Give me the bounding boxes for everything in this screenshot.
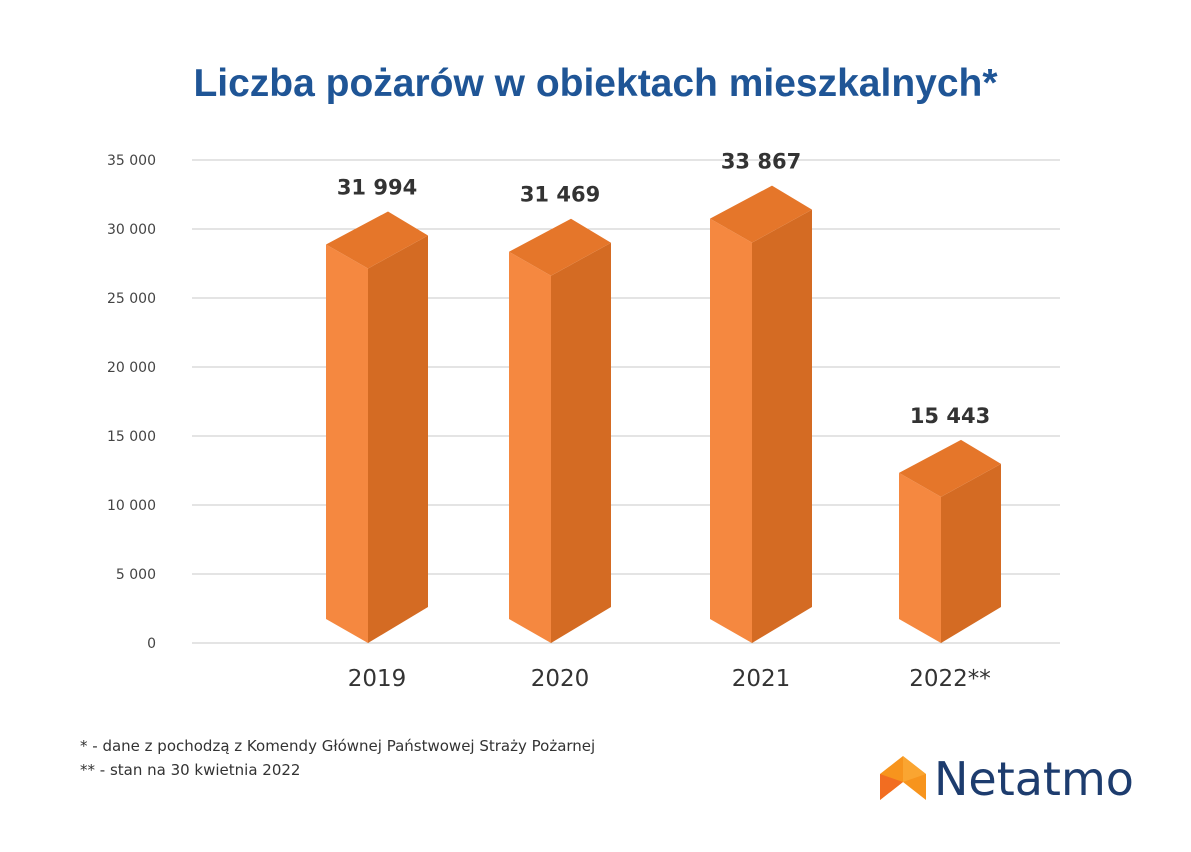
bar-front-2021 [710,218,752,643]
netatmo-logo: Netatmo [880,752,1134,806]
y-tick-label: 20 000 [107,360,156,376]
bar-front-2019 [326,244,368,644]
x-tick-label: 2022** [909,666,991,692]
data-label: 31 994 [337,175,417,199]
data-label: 15 443 [910,404,990,428]
bar-top-2021 [710,185,812,243]
bar-side-2019 [368,235,428,644]
logo-text: Netatmo [934,752,1134,806]
x-tick-label: 2021 [732,666,791,692]
bar-top-2022** [899,439,1001,497]
bar-side-2021 [752,209,812,643]
footnote-source: * - dane z pochodzą z Komendy Głównej Pa… [80,737,596,755]
bar-top-2020 [509,218,611,276]
y-tick-label: 25 000 [107,291,156,307]
data-label: 33 867 [721,150,801,174]
y-tick-label: 5 000 [116,567,156,583]
bar-side-2020 [551,242,611,644]
y-tick-label: 15 000 [107,429,156,445]
netatmo-house-icon [880,756,926,800]
bar-top-2019 [326,211,428,269]
data-label: 31 469 [520,183,600,207]
y-tick-label: 30 000 [107,222,156,238]
y-tick-label: 10 000 [107,498,156,514]
y-tick-label: 35 000 [107,153,156,169]
bar-side-2022** [941,463,1001,643]
chart-title: Liczba pożarów w obiektach mieszkalnych* [193,62,998,105]
bar-front-2022** [899,472,941,643]
x-tick-label: 2019 [348,666,407,692]
y-tick-label: 0 [147,636,156,652]
x-tick-label: 2020 [531,666,590,692]
footnote-date: ** - stan na 30 kwietnia 2022 [80,761,301,779]
bar-front-2020 [509,251,551,644]
